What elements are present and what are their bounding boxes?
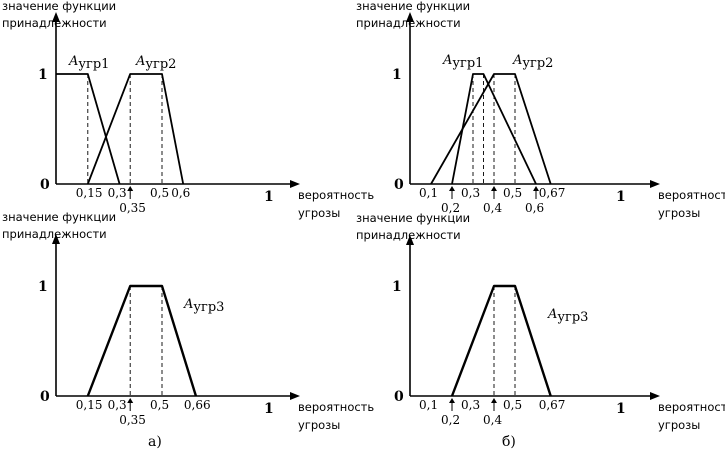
y-tick-1: 1 xyxy=(392,67,402,83)
tick-pointer-arrowhead xyxy=(449,398,455,403)
curve-label-угр2: Aугр2 xyxy=(512,53,553,71)
x-tick-label: 0,3 xyxy=(461,186,480,200)
x-axis-arrowhead xyxy=(290,392,300,400)
y-axis-label: значение функции xyxy=(2,0,116,13)
y-axis-arrowhead xyxy=(406,235,414,245)
membership-curve-угр3 xyxy=(86,284,198,397)
tick-pointer-arrowhead xyxy=(449,186,455,191)
x-tick-label: 0,3 xyxy=(108,186,127,200)
y-tick-1: 1 xyxy=(38,279,48,295)
x-tick-label: 0,6 xyxy=(525,201,544,215)
y-axis-label: значение функции xyxy=(356,211,470,225)
x-tick-label: 1 xyxy=(616,189,626,205)
y-axis-arrowhead xyxy=(406,12,414,22)
x-tick-label: 1 xyxy=(616,401,626,417)
x-tick-label: 0,5 xyxy=(503,186,522,200)
membership-curve-угр2 xyxy=(86,73,185,185)
y-axis-label: принадлежности xyxy=(356,16,461,30)
curve-label-угр1: Aугр1 xyxy=(68,54,109,72)
y-axis-label: принадлежности xyxy=(356,228,461,242)
x-tick-label: 0,5 xyxy=(150,398,169,412)
panel-a-top: значение функции принадлежности вероятност… xyxy=(2,0,374,220)
x-tick-label: 0,3 xyxy=(461,398,480,412)
tick-pointer-arrowhead xyxy=(127,186,134,191)
x-axis-arrowhead xyxy=(650,180,660,188)
x-axis-label: угрозы xyxy=(298,418,340,432)
panels-group: значение функции принадлежности вероятност… xyxy=(2,0,725,432)
caption-b: б) xyxy=(502,434,516,450)
x-axis-label: вероятность xyxy=(658,400,725,414)
origin-label: 0 xyxy=(394,177,404,193)
x-tick-label: 0,67 xyxy=(539,398,566,412)
panel-b-bottom: значение функции принадлежности вероятност… xyxy=(356,211,725,432)
x-tick-label: 0,2 xyxy=(441,201,460,215)
membership-curve-угр2 xyxy=(430,73,552,185)
x-axis-label: вероятность xyxy=(298,188,374,202)
x-tick-label: 0,5 xyxy=(150,186,169,200)
x-axis-label: угрозы xyxy=(658,206,700,220)
curve-label-угр2: Aугр2 xyxy=(135,54,176,72)
x-tick-label: 0,5 xyxy=(503,398,522,412)
x-tick-label: 0,2 xyxy=(441,413,460,427)
tick-pointer-arrowhead xyxy=(127,398,134,403)
y-axis-label: значение функции xyxy=(356,0,470,13)
x-tick-label: 0,3 xyxy=(108,398,127,412)
x-tick-label: 0,4 xyxy=(483,201,502,215)
x-tick-label: 0,1 xyxy=(419,398,438,412)
tick-pointer-arrowhead xyxy=(533,186,539,191)
panel-a-bottom: значение функции принадлежности вероятност… xyxy=(2,210,374,432)
y-axis-arrowhead xyxy=(52,12,60,22)
x-tick-label: 0,35 xyxy=(119,413,146,427)
x-tick-label: 0,66 xyxy=(184,398,211,412)
origin-label: 0 xyxy=(394,389,404,405)
x-tick-label: 1 xyxy=(264,189,274,205)
origin-label: 0 xyxy=(40,177,50,193)
x-tick-label: 0,6 xyxy=(171,186,190,200)
curve-label-угр3: Aугр3 xyxy=(183,297,224,315)
x-tick-label: 0,15 xyxy=(76,186,103,200)
y-axis-label: принадлежности xyxy=(2,227,107,241)
x-axis-label: угрозы xyxy=(658,418,700,432)
x-tick-label: 0,67 xyxy=(539,186,566,200)
x-axis-arrowhead xyxy=(650,392,660,400)
x-axis-label: вероятность xyxy=(658,188,725,202)
y-tick-1: 1 xyxy=(392,279,402,295)
panel-b-top: значение функции принадлежности вероятност… xyxy=(356,0,725,220)
y-axis-label: принадлежности xyxy=(2,16,107,30)
x-axis-label: угрозы xyxy=(298,206,340,220)
x-tick-label: 0,35 xyxy=(119,201,146,215)
caption-a: а) xyxy=(148,434,162,450)
x-tick-label: 1 xyxy=(264,401,274,417)
x-tick-label: 0,4 xyxy=(483,413,502,427)
x-tick-label: 0,15 xyxy=(76,398,103,412)
tick-pointer-arrowhead xyxy=(491,186,497,191)
x-axis-arrowhead xyxy=(290,180,300,188)
membership-curve-угр3 xyxy=(450,284,552,397)
curve-label-угр3: Aугр3 xyxy=(547,307,588,325)
x-tick-label: 0,1 xyxy=(419,186,438,200)
tick-pointer-arrowhead xyxy=(491,398,497,403)
y-tick-1: 1 xyxy=(38,67,48,83)
curve-label-угр1: Aугр1 xyxy=(442,53,483,71)
membership-curve-угр1 xyxy=(56,73,121,185)
y-axis-label: значение функции xyxy=(2,210,116,224)
origin-label: 0 xyxy=(40,389,50,405)
y-axis-arrowhead xyxy=(52,234,60,244)
x-axis-label: вероятность xyxy=(298,400,374,414)
